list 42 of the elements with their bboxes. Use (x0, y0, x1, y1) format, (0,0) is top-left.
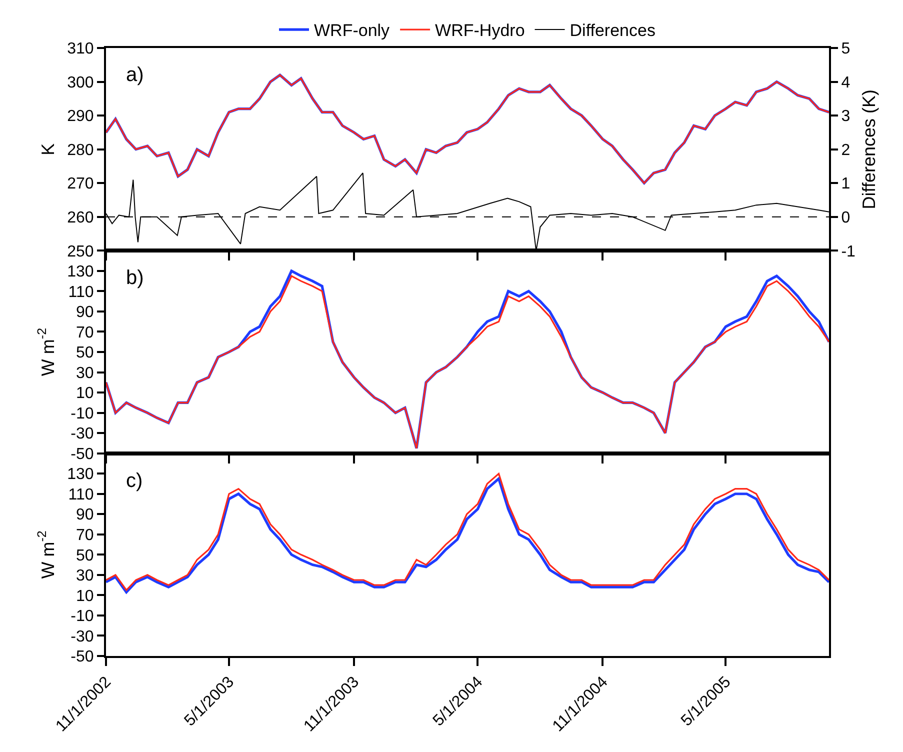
y-tick-label: -50 (70, 446, 94, 463)
y-tick-label: 50 (76, 344, 94, 362)
y2-tick-label: 5 (841, 40, 850, 58)
legend-label: Differences (570, 21, 656, 40)
y2-tick-label: 4 (841, 74, 850, 92)
y2-tick-label: 0 (841, 209, 850, 226)
y-tick-label: 110 (68, 486, 94, 504)
y-tick-label: 10 (76, 385, 94, 402)
y-tick-label: 130 (67, 466, 94, 484)
y-tick-label: 260 (67, 209, 94, 226)
y-axis-title: K (38, 143, 58, 156)
y-tick-label: 270 (67, 176, 94, 193)
y-tick-label: -50 (70, 648, 94, 666)
legend-label: WRF-only (314, 21, 390, 40)
y-tick-label: 90 (76, 506, 94, 524)
y-tick-label: -30 (70, 426, 94, 443)
y2-tick-label: 1 (841, 176, 850, 193)
y-tick-label: 30 (76, 568, 94, 585)
y-tick-label: 110 (68, 284, 94, 301)
y2-tick-label: 3 (841, 108, 850, 126)
y2-tick-label: 2 (841, 142, 850, 159)
y-tick-label: 250 (67, 243, 94, 260)
y-tick-label: 290 (67, 108, 94, 126)
annotation: b) (126, 267, 144, 289)
y-tick-label: 70 (76, 527, 94, 544)
annotation: c) (126, 470, 143, 492)
y-tick-label: 130 (67, 264, 94, 281)
y-tick-label: -10 (70, 608, 94, 626)
y2-tick-label: -1 (841, 243, 856, 260)
y-tick-label: 50 (76, 547, 94, 564)
y-tick-label: 90 (76, 304, 94, 322)
y-tick-label: 310 (67, 40, 94, 58)
y-tick-label: -30 (70, 628, 94, 646)
y-tick-label: 300 (67, 74, 94, 92)
y-tick-label: 280 (67, 142, 94, 159)
y-tick-label: 30 (76, 364, 94, 382)
legend-label: WRF-Hydro (435, 21, 525, 40)
y-tick-label: -10 (70, 405, 94, 422)
y-tick-label: 10 (76, 588, 94, 605)
annotation: a) (126, 64, 144, 86)
y-tick-label: 70 (76, 324, 94, 342)
y2-axis-title: Differences (K) (859, 89, 880, 210)
